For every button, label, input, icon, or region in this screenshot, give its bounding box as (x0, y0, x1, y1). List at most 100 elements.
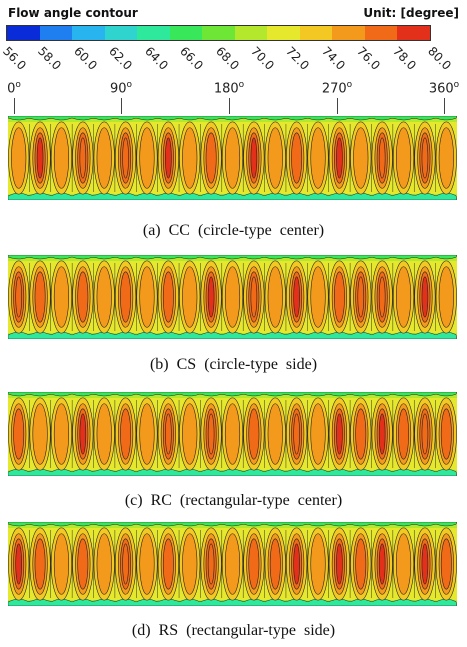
contour-cell (72, 527, 94, 601)
color-scale-segment (267, 26, 300, 40)
contour-panel-cc (8, 116, 457, 200)
contour-cell (392, 397, 415, 471)
contour-cell (221, 527, 244, 601)
contour-cell (157, 260, 179, 334)
color-scale-tick-label: 72.0 (283, 44, 313, 73)
angle-tick (121, 98, 122, 114)
contour-cell (200, 121, 222, 195)
color-scale-tick-label: 68.0 (212, 44, 242, 73)
contour-cell (200, 260, 222, 334)
contour-cell (435, 260, 457, 334)
contour-cell (286, 121, 308, 195)
contour-cell (8, 527, 30, 601)
contour-cell (29, 397, 51, 471)
contour-cell (157, 121, 179, 195)
contour-cell (50, 397, 73, 471)
flow-angle-contour (8, 392, 457, 476)
contour-cell (328, 121, 350, 195)
contour-cell (435, 121, 457, 195)
contour-cell (286, 397, 308, 471)
contour-cell (392, 121, 415, 195)
contour-cell (307, 397, 329, 471)
contour-cell (29, 260, 51, 334)
contour-cell (286, 260, 308, 334)
color-scale-tick-label: 74.0 (318, 44, 348, 73)
contour-cell (115, 527, 137, 601)
contour-cell (136, 397, 158, 471)
color-scale-tick-label: 70.0 (248, 44, 277, 73)
color-scale-tick-label: 76.0 (354, 44, 384, 73)
color-scale-tick-label: 66.0 (177, 44, 206, 73)
contour-cell (392, 260, 415, 334)
contour-panel-rc (8, 392, 457, 476)
contour-cell (350, 397, 372, 471)
contour-cell (29, 121, 51, 195)
legend-unit: Unit: [degree] (363, 6, 459, 20)
contour-cell (371, 527, 393, 601)
color-scale-segment (332, 26, 365, 40)
color-scale-segment (7, 26, 40, 40)
contour-cell (50, 121, 73, 195)
contour-cell (286, 527, 308, 601)
contour-cell (136, 121, 158, 195)
angle-label: 0o (7, 80, 21, 97)
contour-cell (179, 527, 201, 601)
contour-cell (72, 397, 94, 471)
contour-cell (115, 121, 137, 195)
contour-cell (8, 121, 30, 195)
contour-panel-rs (8, 522, 457, 606)
color-scale-segment (299, 26, 333, 40)
color-scale-tick-label: 80.0 (425, 44, 454, 73)
flow-angle-contour (8, 522, 457, 606)
contour-cell (243, 121, 265, 195)
contour-cell (93, 260, 115, 334)
contour-cell (8, 260, 30, 334)
contour-cell (328, 397, 350, 471)
caption-rc: (c) RC (rectangular-type center) (124, 492, 343, 509)
contour-cell (243, 397, 265, 471)
contour-cell (328, 260, 350, 334)
contour-cell (350, 121, 372, 195)
contour-cell (328, 527, 350, 601)
contour-cell (264, 527, 286, 601)
contour-cell (243, 260, 265, 334)
contour-cell (72, 121, 94, 195)
contour-cell (307, 260, 329, 334)
angle-tick (444, 98, 445, 114)
contour-cell (93, 397, 115, 471)
caption-cc: (a) CC (circle-type center) (142, 222, 325, 239)
contour-cell (350, 260, 372, 334)
angle-tick (14, 98, 15, 114)
contour-cell (264, 121, 286, 195)
contour-cell (157, 527, 179, 601)
color-scale-segment (72, 26, 105, 40)
angle-tick (337, 98, 338, 114)
color-scale-segment (234, 26, 268, 40)
contour-cell (115, 397, 137, 471)
contour-cell (115, 260, 137, 334)
contour-cell (200, 397, 222, 471)
contour-cell (179, 397, 201, 471)
color-scale-segment (104, 26, 138, 40)
contour-cell (136, 260, 158, 334)
color-scale-segment (169, 26, 203, 40)
angle-label: 360o (428, 80, 460, 97)
contour-cell (264, 260, 286, 334)
contour-cell (414, 260, 436, 334)
contour-cell (414, 121, 436, 195)
contour-cell (50, 260, 73, 334)
contour-cell (371, 121, 393, 195)
contour-cell (307, 527, 329, 601)
contour-cell (350, 527, 372, 601)
contour-cell (371, 397, 393, 471)
color-scale-segment (364, 26, 398, 40)
color-scale-segment (39, 26, 73, 40)
contour-cell (179, 121, 201, 195)
contour-cell (414, 527, 436, 601)
angle-label: 270o (321, 80, 353, 97)
contour-cell (50, 527, 73, 601)
contour-cell (435, 397, 457, 471)
color-scale-segment (137, 26, 170, 40)
contour-cell (371, 260, 393, 334)
contour-cell (29, 527, 51, 601)
